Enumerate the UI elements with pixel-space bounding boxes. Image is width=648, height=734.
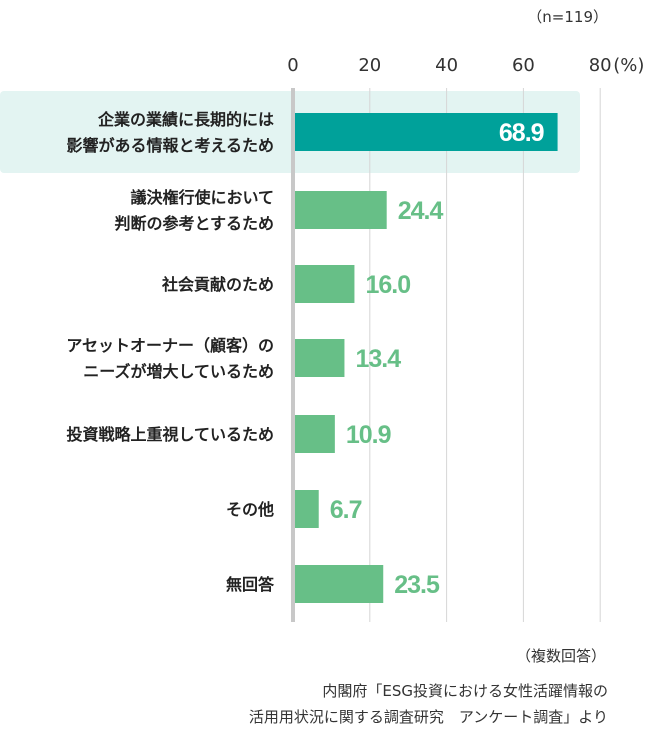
x-axis-ticks: 0 20 40 60 80 (%) xyxy=(287,55,644,76)
category-label: ニーズが増大しているため xyxy=(83,362,274,381)
category-label: 議決権行使において xyxy=(130,188,274,207)
bar xyxy=(293,565,384,603)
category-label: 判断の参考とするため xyxy=(114,214,274,233)
x-axis-unit: (%) xyxy=(613,55,644,76)
category-label: その他 xyxy=(226,500,274,519)
x-tick-label: 80 xyxy=(589,55,612,76)
x-tick-label: 20 xyxy=(358,55,381,76)
category-label: 企業の業績に長期的には xyxy=(97,110,274,129)
source-line-1: 内閣府「ESG投資における女性活躍情報の xyxy=(322,682,608,700)
value-label: 24.4 xyxy=(398,197,444,225)
bar xyxy=(293,415,335,453)
value-label: 10.9 xyxy=(346,421,391,449)
value-label: 6.7 xyxy=(330,496,362,524)
value-label: 16.0 xyxy=(365,271,410,299)
value-label: 13.4 xyxy=(355,345,401,373)
sample-size-note: （n=119） xyxy=(527,8,608,26)
highlight-background xyxy=(0,91,580,173)
category-label: アセットオーナー（顧客）の xyxy=(66,336,274,355)
bar xyxy=(293,339,345,377)
category-label: 無回答 xyxy=(226,575,275,594)
category-label: 影響がある情報と考えるため xyxy=(66,136,274,155)
source-note: 内閣府「ESG投資における女性活躍情報の 活用用状況に関する調査研究 アンケート… xyxy=(249,678,608,730)
gridlines xyxy=(369,88,601,622)
value-label: 68.9 xyxy=(499,119,544,147)
category-label: 社会貢献のため xyxy=(161,275,274,294)
x-tick-label: 60 xyxy=(512,55,535,76)
source-line-2: 活用用状況に関する調査研究 アンケート調査」より xyxy=(248,708,608,726)
category-labels: 企業の業績に長期的には影響がある情報と考えるため議決権行使において判断の参考とす… xyxy=(66,110,275,594)
bar xyxy=(293,113,558,151)
x-tick-label: 0 xyxy=(287,55,298,76)
bar xyxy=(293,490,319,528)
x-tick-label: 40 xyxy=(435,55,458,76)
value-labels: 68.9 24.4 16.0 13.4 10.9 6.7 23.5 xyxy=(330,119,545,599)
bars xyxy=(293,113,558,603)
bar xyxy=(293,191,387,229)
multiple-answers-note: （複数回答） xyxy=(515,647,606,665)
bar-chart: 0 20 40 60 80 (%) 企業の業績に長期的には影響がある情報と考えるため議決権… xyxy=(0,55,644,622)
value-label: 23.5 xyxy=(394,571,440,599)
category-label: 投資戦略上重視しているため xyxy=(66,425,274,444)
bar xyxy=(293,265,355,303)
